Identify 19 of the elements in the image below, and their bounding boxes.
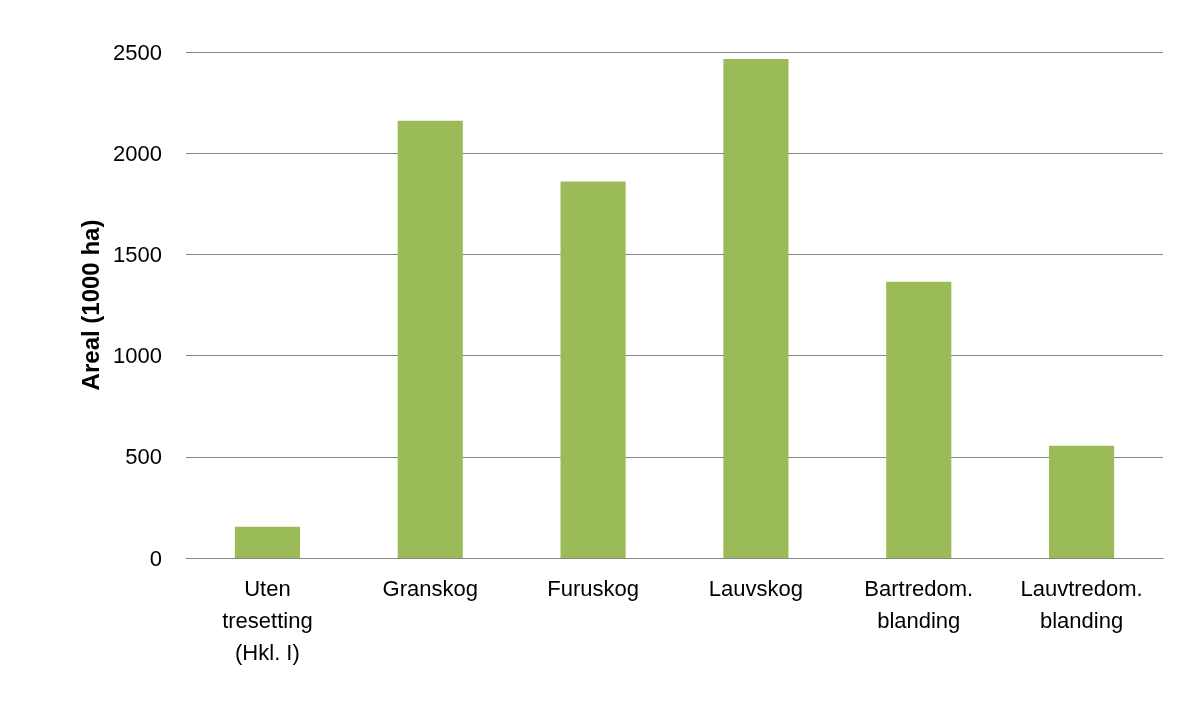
x-tick-label: Lauvtredom. blanding bbox=[1020, 575, 1143, 633]
y-tick-label: 2500 bbox=[113, 39, 162, 65]
x-tick-label: Lauvskog bbox=[708, 575, 804, 601]
y-tick-label: 0 bbox=[149, 545, 162, 571]
bar bbox=[1049, 445, 1115, 558]
bar bbox=[234, 526, 300, 558]
y-tick-label: 1500 bbox=[113, 241, 162, 267]
y-tick-label: 1000 bbox=[113, 343, 162, 369]
bar bbox=[397, 120, 463, 558]
x-tick-label: Bartredom. blanding bbox=[864, 575, 974, 633]
x-tick-label: Uten tresetting (Hkl. I) bbox=[222, 575, 313, 665]
bar bbox=[723, 59, 789, 558]
x-tick-label: Furuskog bbox=[547, 575, 639, 601]
y-tick-label: 2000 bbox=[113, 140, 162, 166]
bar bbox=[560, 181, 626, 558]
bar bbox=[886, 281, 952, 558]
y-tick-label: 500 bbox=[125, 444, 162, 470]
y-axis-title: Areal (1000 ha) bbox=[76, 219, 104, 391]
x-tick-label: Granskog bbox=[382, 575, 478, 601]
